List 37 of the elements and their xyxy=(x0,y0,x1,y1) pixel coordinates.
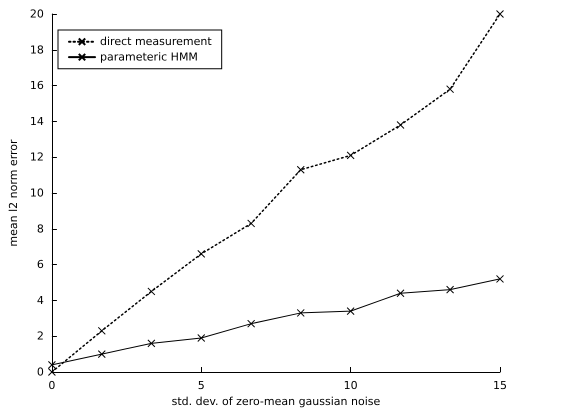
y-axis-title: mean l2 norm error xyxy=(7,138,20,247)
legend-label: direct measurement xyxy=(100,35,212,48)
point xyxy=(446,85,454,94)
y-tick-label: 14 xyxy=(30,114,44,128)
y-tick-label: 12 xyxy=(30,150,44,164)
point xyxy=(247,219,256,228)
point xyxy=(247,320,256,328)
point xyxy=(197,250,206,258)
point xyxy=(197,334,206,342)
legend-label: parameteric HMM xyxy=(100,50,198,64)
point xyxy=(147,287,156,296)
point xyxy=(396,289,405,298)
y-tick-label: 6 xyxy=(36,258,44,272)
x-tick-label: 5 xyxy=(198,379,205,392)
point xyxy=(98,326,106,335)
point xyxy=(147,339,156,348)
point xyxy=(446,286,454,294)
y-tick-label: 16 xyxy=(30,79,44,92)
y-tick-label: 18 xyxy=(30,43,44,56)
y-tick-label: 10 xyxy=(30,186,44,200)
point xyxy=(296,166,305,174)
y-tick-label: 0 xyxy=(36,366,44,378)
x-tick-label: 10 xyxy=(344,379,358,392)
point xyxy=(496,10,504,18)
y-tick-label: 8 xyxy=(36,222,44,236)
point xyxy=(346,151,355,160)
y-tick-label: 2 xyxy=(36,330,44,343)
point xyxy=(496,274,504,283)
x-tick-label: 0 xyxy=(48,379,56,392)
y-tick-label: 4 xyxy=(36,294,44,307)
x-axis-title: std. dev. of zero-mean gaussian noise xyxy=(172,394,380,408)
point xyxy=(396,120,405,129)
point xyxy=(296,308,305,317)
point xyxy=(98,350,106,358)
point xyxy=(346,307,355,316)
y-tick-label: 20 xyxy=(30,8,44,20)
x-tick-label: 15 xyxy=(493,379,507,392)
